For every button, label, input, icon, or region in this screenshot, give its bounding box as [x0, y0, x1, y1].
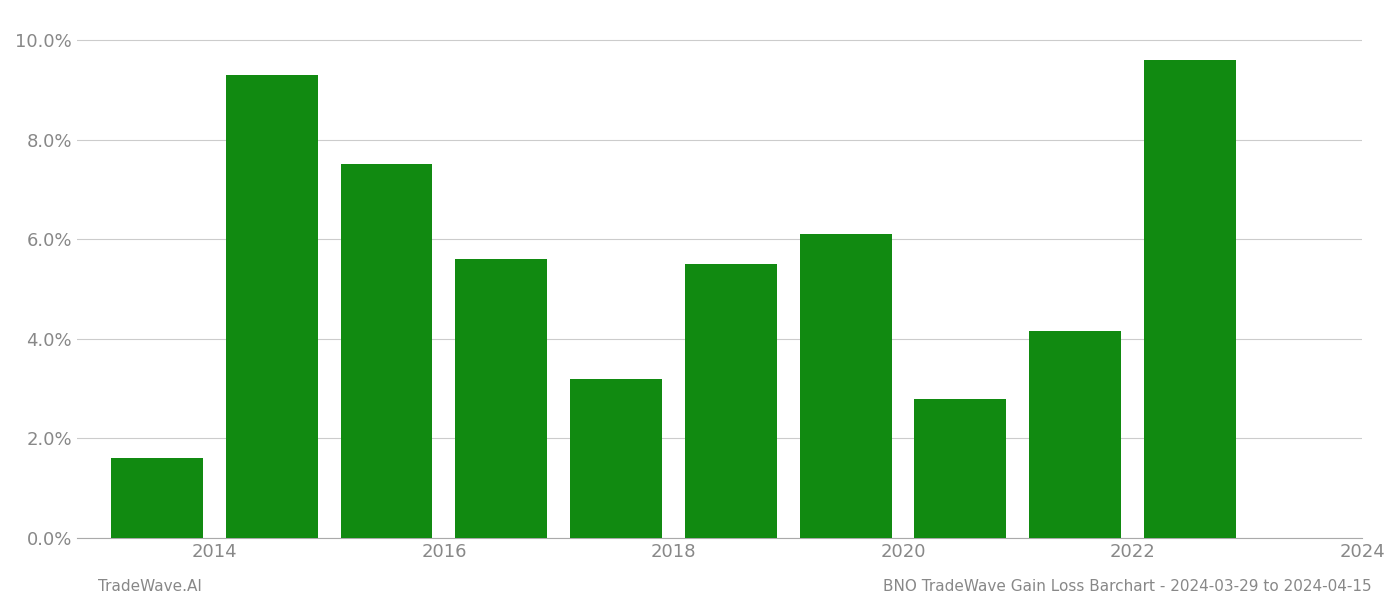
- Bar: [455, 259, 547, 538]
- Bar: [685, 264, 777, 538]
- Bar: [799, 234, 892, 538]
- Text: BNO TradeWave Gain Loss Barchart - 2024-03-29 to 2024-04-15: BNO TradeWave Gain Loss Barchart - 2024-…: [883, 579, 1372, 594]
- Bar: [111, 458, 203, 538]
- Bar: [570, 379, 662, 538]
- Bar: [1029, 331, 1121, 538]
- Bar: [340, 164, 433, 538]
- Bar: [914, 398, 1007, 538]
- Bar: [225, 75, 318, 538]
- Bar: [1144, 60, 1236, 538]
- Text: TradeWave.AI: TradeWave.AI: [98, 579, 202, 594]
